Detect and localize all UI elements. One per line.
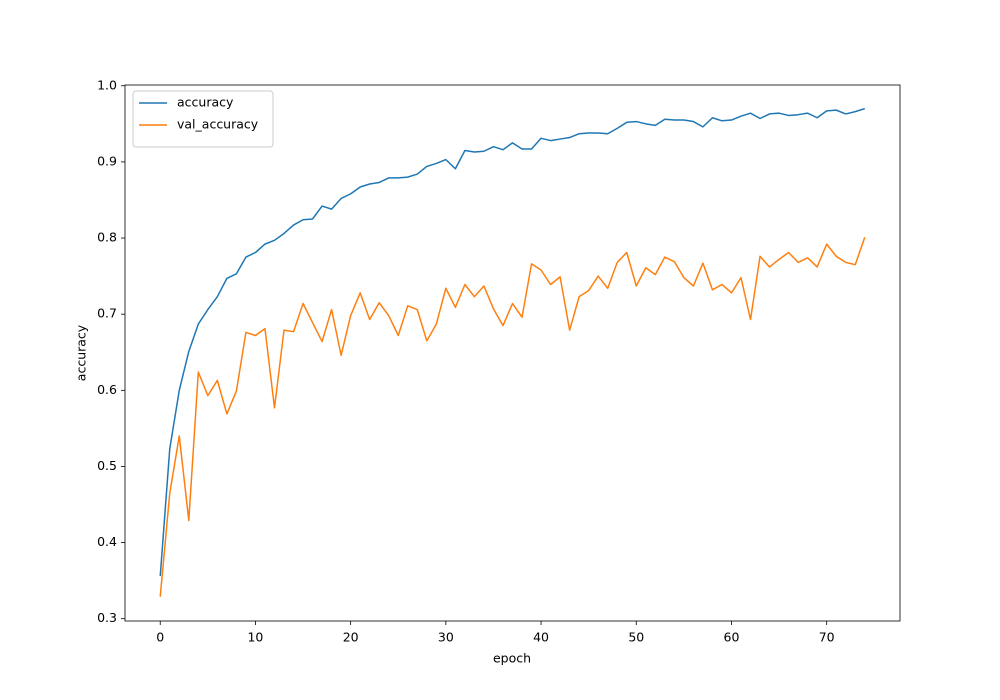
line	[159, 107, 865, 577]
x-tick-label: 50	[628, 630, 644, 645]
line	[159, 237, 866, 597]
y-tick-label: 0.5	[97, 458, 117, 473]
legend-label: accuracy	[177, 95, 234, 110]
y-tick-label: 0.9	[97, 153, 117, 168]
y-tick-label: 0.4	[97, 534, 117, 549]
x-tick-label: 20	[343, 630, 359, 645]
x-tick-label: 0	[156, 630, 164, 645]
legend-label: val_accuracy	[177, 117, 259, 132]
y-tick-label: 0.7	[97, 306, 117, 321]
x-tick-label: 30	[438, 630, 454, 645]
y-axis-label: accuracy	[74, 324, 89, 381]
legend-box	[132, 90, 274, 148]
x-tick-label: 10	[247, 630, 263, 645]
y-tick-label: 0.3	[97, 610, 117, 625]
y-tick-label: 0.8	[97, 230, 117, 245]
x-axis-label: epoch	[493, 651, 531, 666]
x-tick-label: 60	[724, 630, 740, 645]
y-tick-label: 1.0	[97, 77, 117, 92]
y-tick-label: 0.6	[97, 382, 117, 397]
x-tick-label: 40	[533, 630, 549, 645]
plot-frame	[124, 84, 901, 622]
x-tick-label: 70	[819, 630, 835, 645]
